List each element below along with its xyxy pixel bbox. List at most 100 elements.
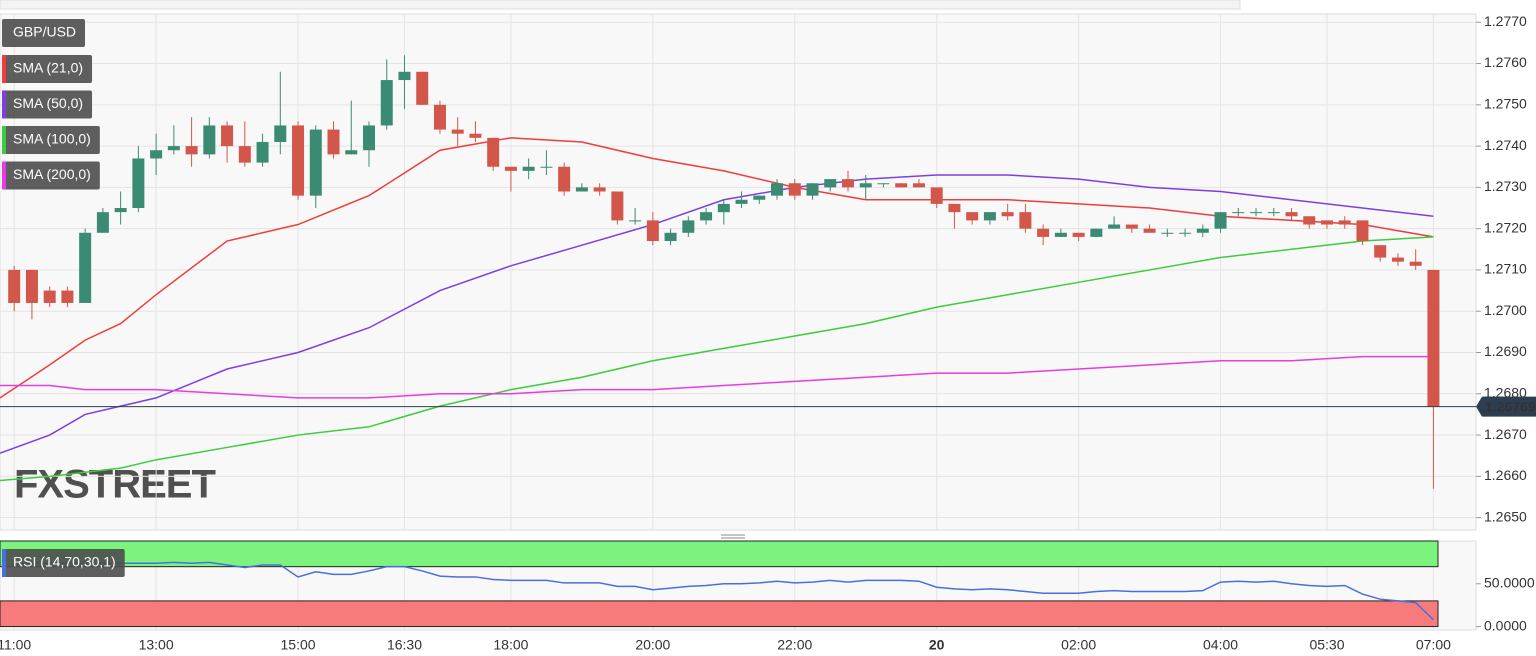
candle xyxy=(292,121,305,200)
candle-body xyxy=(8,269,21,303)
legend-swatch xyxy=(2,126,6,154)
candle-body xyxy=(593,187,606,192)
candle xyxy=(700,208,713,225)
candle xyxy=(983,212,996,225)
y-tick-label: 1.2700 xyxy=(1484,302,1527,318)
candle-body xyxy=(788,183,801,196)
candle-body xyxy=(167,146,180,151)
candle xyxy=(1356,220,1369,246)
candle-body xyxy=(380,80,393,126)
candle xyxy=(167,125,180,155)
y-tick-label: 1.2710 xyxy=(1484,261,1527,277)
candle xyxy=(8,265,21,312)
candle-body xyxy=(114,208,127,213)
legend-text: SMA (50,0) xyxy=(13,95,83,111)
candle xyxy=(132,146,145,213)
y-tick-label: 1.2660 xyxy=(1484,467,1527,483)
candle-body xyxy=(895,183,908,188)
candle xyxy=(540,150,553,175)
legend-title[interactable]: GBP/USD xyxy=(2,19,86,47)
candle-body xyxy=(504,166,517,171)
candle-body xyxy=(877,183,890,185)
y-tick-label: 1.2690 xyxy=(1484,343,1527,359)
candle-body xyxy=(1001,212,1014,217)
candle xyxy=(1285,208,1298,221)
candle xyxy=(487,137,500,171)
candle xyxy=(363,121,375,167)
candle xyxy=(96,208,109,233)
candle xyxy=(841,170,854,192)
candle xyxy=(451,117,464,147)
legend-box xyxy=(2,126,100,154)
watermark: FXSTREET xyxy=(14,463,215,507)
candle xyxy=(1090,228,1103,237)
legend-text: SMA (200,0) xyxy=(13,166,91,182)
legend-text: SMA (21,0) xyxy=(13,60,83,76)
candle-body xyxy=(203,125,216,155)
candle xyxy=(380,59,393,130)
candle-body xyxy=(238,146,251,163)
legend-item[interactable]: SMA (200,0) xyxy=(2,161,100,190)
candle xyxy=(398,55,411,109)
candle xyxy=(558,162,571,196)
x-tick-label: 04:00 xyxy=(1203,637,1238,653)
candle xyxy=(1338,216,1351,229)
y-tick-label: 1.2720 xyxy=(1484,219,1527,235)
candle xyxy=(1108,216,1121,229)
candle xyxy=(646,212,659,246)
candle-body xyxy=(1054,232,1067,237)
candle xyxy=(416,71,429,105)
candle-body xyxy=(1108,224,1121,229)
legend-box xyxy=(2,549,125,577)
legend-item[interactable]: SMA (21,0) xyxy=(2,55,93,83)
candle xyxy=(1196,224,1209,237)
candle-body xyxy=(274,125,287,142)
candle-body xyxy=(735,199,748,204)
candle xyxy=(433,100,446,134)
x-tick-label: 07:00 xyxy=(1416,637,1451,653)
candle xyxy=(1374,245,1387,262)
candle xyxy=(664,228,677,246)
x-tick-label: 11:00 xyxy=(0,637,31,653)
series-line xyxy=(0,355,1434,399)
candle xyxy=(1232,208,1245,217)
candle xyxy=(309,125,322,209)
candle-body xyxy=(345,150,358,155)
legend-swatch xyxy=(2,549,6,577)
candle-body xyxy=(948,203,961,213)
candle xyxy=(150,133,163,175)
legend-item[interactable]: SMA (100,0) xyxy=(2,126,100,154)
x-tick-label: 18:00 xyxy=(493,637,528,653)
candle xyxy=(1072,232,1085,242)
candle xyxy=(771,179,784,200)
candle-body xyxy=(540,166,553,168)
candle-body xyxy=(1196,228,1209,233)
legend-item[interactable]: RSI (14,70,30,1) xyxy=(2,549,125,577)
x-tick-label: 05:30 xyxy=(1309,637,1344,653)
legend-text: SMA (100,0) xyxy=(13,131,91,147)
legend-swatch xyxy=(2,55,6,83)
candle-body xyxy=(753,195,766,200)
candle xyxy=(1179,228,1192,237)
candle-body xyxy=(1303,216,1316,225)
y-tick-label: 1.2740 xyxy=(1484,137,1527,153)
legend-item[interactable]: SMA (50,0) xyxy=(2,90,93,119)
candle-body xyxy=(558,166,571,192)
last-price-tag xyxy=(1476,396,1536,417)
candle xyxy=(1409,249,1422,270)
candle xyxy=(274,71,287,155)
last-price-label: 1.26769 xyxy=(1485,398,1536,414)
candle-body xyxy=(469,133,482,138)
candle-body xyxy=(309,129,322,196)
candle-body xyxy=(398,71,411,81)
legend-box xyxy=(2,161,100,190)
candle-body xyxy=(79,232,92,303)
y-tick-label: 50.0000 xyxy=(1484,574,1535,590)
candle-body xyxy=(150,150,163,159)
candle xyxy=(593,183,606,196)
candle xyxy=(469,121,482,142)
candle-body xyxy=(1250,212,1263,214)
panel-resize-handle[interactable] xyxy=(721,534,745,539)
legend-box xyxy=(2,90,93,119)
